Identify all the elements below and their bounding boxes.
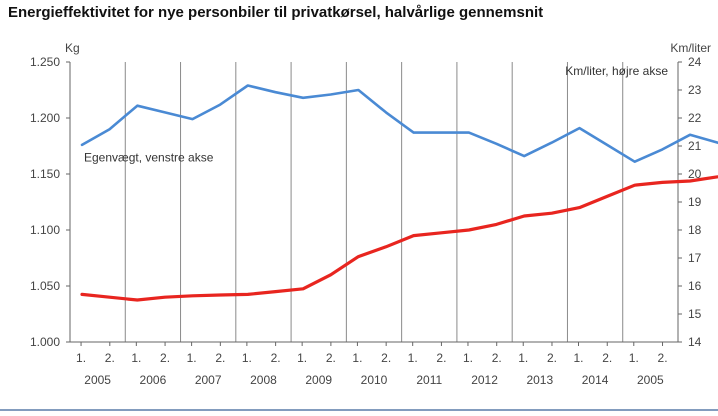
right-tick-label: 16 — [688, 279, 702, 293]
half-year-label: 2. — [602, 351, 612, 365]
half-year-label: 1. — [76, 351, 86, 365]
left-tick-label: 1.000 — [30, 335, 60, 349]
half-year-label: 1. — [518, 351, 528, 365]
year-label: 2011 — [416, 373, 442, 387]
year-label: 2007 — [195, 373, 222, 387]
year-label: 2013 — [526, 373, 553, 387]
year-label: 2008 — [250, 373, 277, 387]
right-tick-label: 21 — [688, 139, 702, 153]
half-year-label: 2. — [326, 351, 336, 365]
half-year-label: 2. — [215, 351, 225, 365]
year-label: 2006 — [140, 373, 167, 387]
right-tick-label: 17 — [688, 251, 702, 265]
right-tick-label: 18 — [688, 223, 702, 237]
right-tick-label: 19 — [688, 195, 702, 209]
year-label: 2014 — [582, 373, 609, 387]
half-year-label: 2. — [271, 351, 281, 365]
weight-series-label: Egenvægt, venstre akse — [84, 151, 214, 165]
half-year-label: 1. — [352, 351, 362, 365]
right-tick-label: 15 — [688, 307, 702, 321]
year-label: 2010 — [361, 373, 388, 387]
weight-series-line — [80, 84, 718, 163]
left-tick-label: 1.100 — [30, 223, 60, 237]
half-year-label: 2. — [105, 351, 115, 365]
half-year-label: 1. — [297, 351, 307, 365]
year-label: 2012 — [471, 373, 498, 387]
left-unit-label: Kg — [65, 41, 80, 55]
kml-series-line — [80, 175, 718, 302]
left-tick-label: 1.250 — [30, 55, 60, 69]
half-year-label: 2. — [492, 351, 502, 365]
right-tick-label: 20 — [688, 167, 702, 181]
labels: Kg Km/liter Egenvægt, venstre akse Km/liter… — [65, 41, 711, 165]
half-year-label: 1. — [574, 351, 584, 365]
right-unit-label: Km/liter — [670, 41, 711, 55]
half-year-label: 2. — [381, 351, 391, 365]
half-year-label: 1. — [408, 351, 418, 365]
left-tick-label: 1.050 — [30, 279, 60, 293]
half-year-label: 1. — [463, 351, 473, 365]
left-tick-label: 1.200 — [30, 111, 60, 125]
right-tick-label: 23 — [688, 83, 702, 97]
right-tick-label: 14 — [688, 335, 702, 349]
left-tick-label: 1.150 — [30, 167, 60, 181]
year-label: 2005 — [637, 373, 664, 387]
year-label: 2005 — [84, 373, 111, 387]
right-tick-label: 24 — [688, 55, 702, 69]
half-year-label: 2. — [160, 351, 170, 365]
half-year-label: 2. — [547, 351, 557, 365]
axes: 1.250 1.200 1.150 1.100 1.050 1.000 24 23 22 21 20… — [0, 55, 718, 411]
half-year-label: 2. — [658, 351, 668, 365]
chart-title: Energieffektivitet for nye personbiler t… — [8, 4, 544, 21]
year-label: 2009 — [305, 373, 332, 387]
right-tick-label: 22 — [688, 111, 702, 125]
half-year-label: 1. — [131, 351, 141, 365]
half-year-label: 2. — [436, 351, 446, 365]
half-year-label: 1. — [629, 351, 639, 365]
half-year-label: 1. — [242, 351, 252, 365]
series — [80, 84, 718, 302]
kml-series-label: Km/liter, højre akse — [565, 64, 668, 78]
half-year-label: 1. — [187, 351, 197, 365]
